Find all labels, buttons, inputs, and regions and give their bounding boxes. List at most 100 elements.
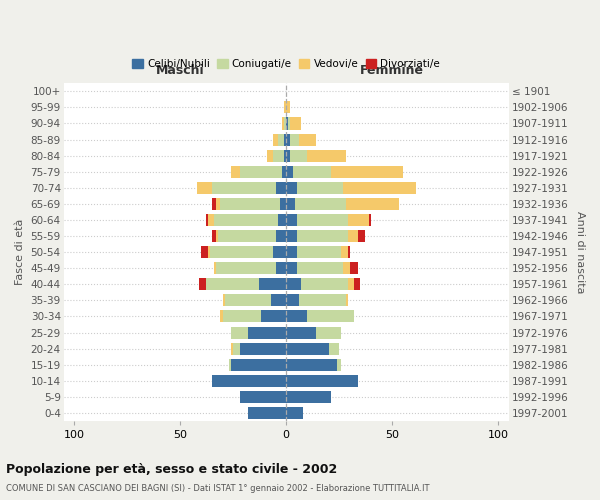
Bar [284,134,286,145]
Bar [274,150,284,162]
Bar [275,262,286,274]
Bar [274,134,278,145]
Bar [284,118,286,130]
Bar [346,198,398,210]
Bar [290,150,307,162]
Bar [206,278,259,290]
Bar [216,230,218,242]
Bar [214,262,216,274]
Bar [286,374,358,387]
Bar [350,262,358,274]
Bar [297,230,347,242]
Bar [231,342,233,354]
Bar [347,214,369,226]
Bar [197,182,212,194]
Bar [286,262,297,274]
Bar [223,294,225,306]
Bar [278,134,284,145]
Bar [293,166,331,178]
Bar [212,182,275,194]
Bar [278,214,286,226]
Bar [210,246,274,258]
Bar [239,166,282,178]
Bar [286,198,295,210]
Y-axis label: Anni di nascita: Anni di nascita [575,211,585,294]
Bar [286,342,329,354]
Bar [275,182,286,194]
Bar [212,230,216,242]
Bar [289,118,290,130]
Bar [223,310,261,322]
Bar [286,214,297,226]
Bar [343,182,416,194]
Bar [286,278,301,290]
Bar [347,230,358,242]
Bar [274,246,286,258]
Bar [299,134,316,145]
Bar [347,246,350,258]
Bar [208,246,210,258]
Bar [261,310,286,322]
Bar [297,262,343,274]
Bar [286,407,303,419]
Bar [282,118,284,130]
Bar [231,166,239,178]
Bar [214,214,278,226]
Bar [290,118,301,130]
Bar [299,294,346,306]
Bar [286,150,290,162]
Bar [248,326,286,338]
Bar [216,262,275,274]
Bar [231,358,286,370]
Text: Femmine: Femmine [360,64,424,76]
Bar [307,310,354,322]
Bar [208,214,214,226]
Bar [225,294,271,306]
Bar [286,294,299,306]
Bar [206,214,208,226]
Bar [295,198,346,210]
Bar [358,230,365,242]
Bar [343,262,350,274]
Bar [284,150,286,162]
Bar [307,150,346,162]
Bar [297,182,343,194]
Bar [284,102,286,114]
Y-axis label: Fasce di età: Fasce di età [15,219,25,286]
Bar [271,294,286,306]
Bar [199,278,206,290]
Bar [286,391,331,403]
Bar [297,214,347,226]
Bar [248,407,286,419]
Bar [280,198,286,210]
Text: Maschi: Maschi [156,64,205,76]
Bar [286,102,290,114]
Bar [286,310,307,322]
Bar [347,278,354,290]
Bar [229,358,231,370]
Bar [329,342,339,354]
Bar [202,246,208,258]
Text: COMUNE DI SAN CASCIANO DEI BAGNI (SI) - Dati ISTAT 1° gennaio 2002 - Elaborazion: COMUNE DI SAN CASCIANO DEI BAGNI (SI) - … [6,484,430,493]
Bar [286,134,290,145]
Bar [290,134,299,145]
Bar [212,374,286,387]
Bar [286,118,289,130]
Bar [286,230,297,242]
Bar [275,230,286,242]
Bar [233,342,239,354]
Bar [286,246,297,258]
Bar [267,150,274,162]
Bar [337,358,341,370]
Bar [301,278,347,290]
Bar [282,166,286,178]
Bar [297,246,341,258]
Bar [239,391,286,403]
Bar [239,342,286,354]
Bar [220,198,280,210]
Bar [286,166,293,178]
Text: Popolazione per età, sesso e stato civile - 2002: Popolazione per età, sesso e stato civil… [6,462,337,475]
Bar [369,214,371,226]
Bar [341,246,347,258]
Bar [216,198,220,210]
